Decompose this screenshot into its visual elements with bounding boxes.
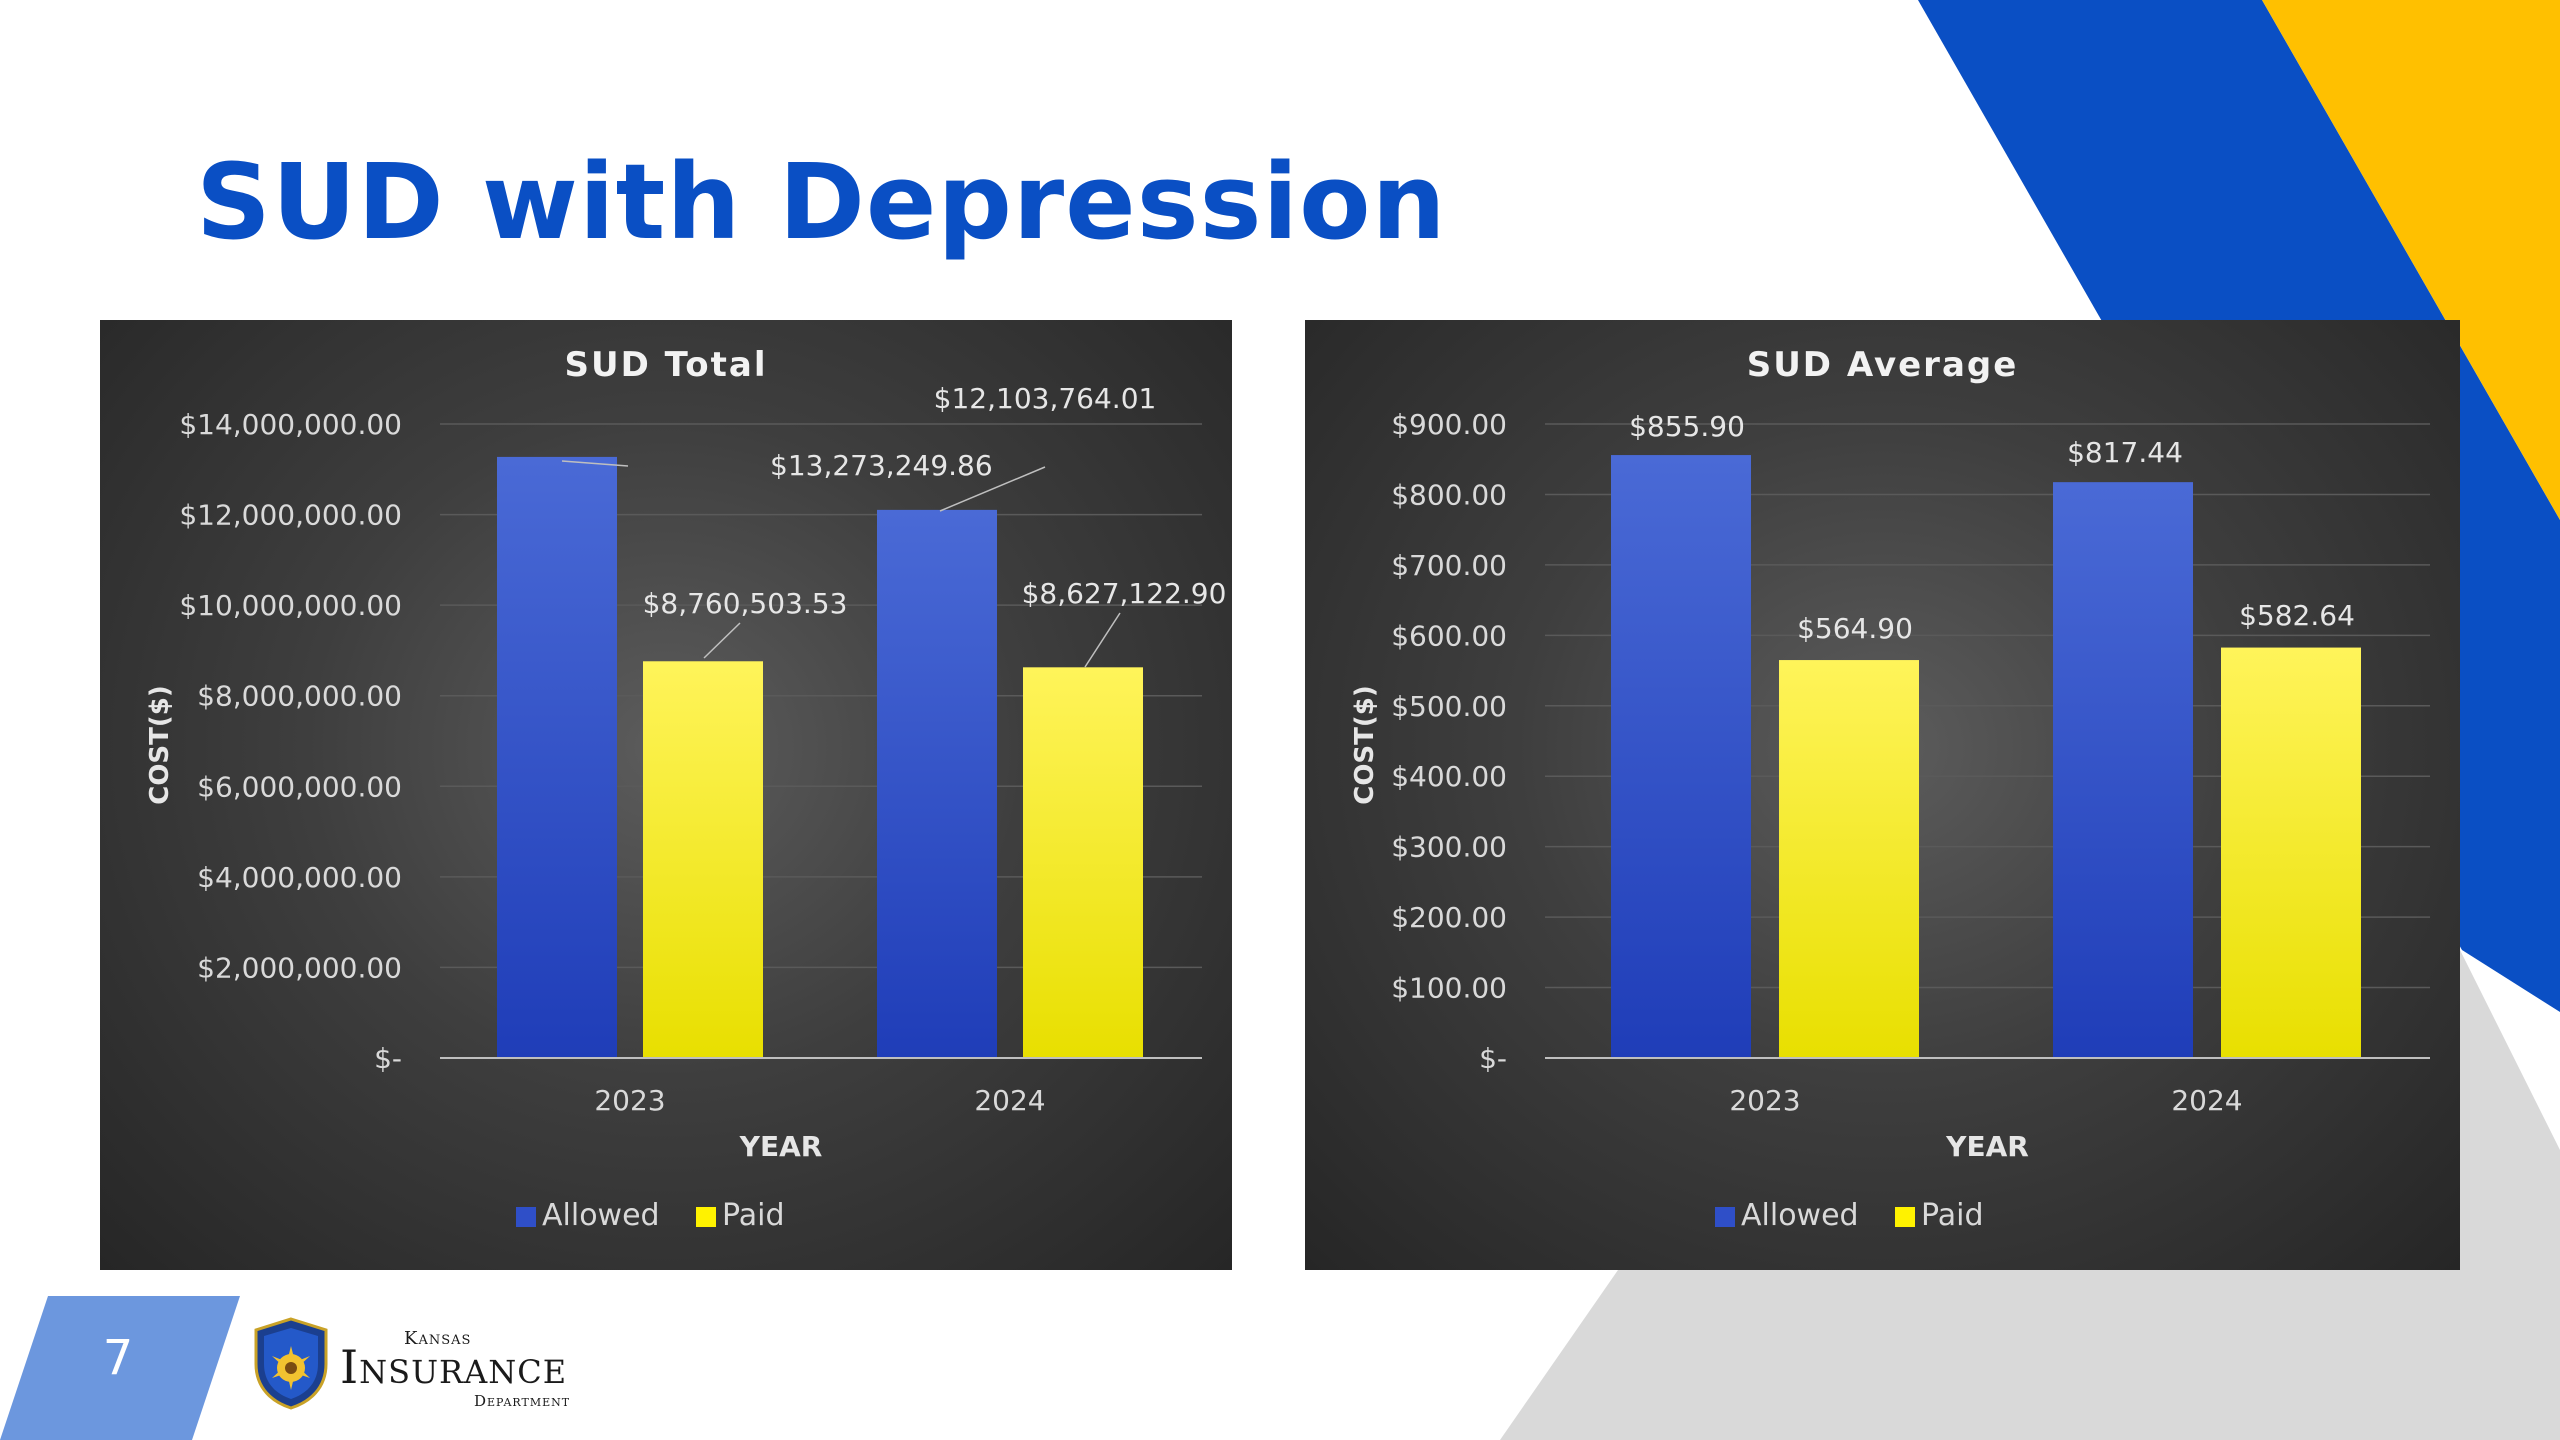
data-label-leader bbox=[561, 460, 629, 467]
page-title: SUD with Depression bbox=[196, 141, 1447, 263]
logo-text-bottom: Department bbox=[474, 1392, 571, 1410]
legend-label-paid: Paid bbox=[1921, 1198, 1984, 1233]
logo-text-top: Kansas bbox=[404, 1328, 472, 1349]
legend-swatch-paid bbox=[1895, 1207, 1915, 1227]
legend-label-paid: Paid bbox=[722, 1198, 785, 1233]
y-tick-label: $500.00 bbox=[1391, 690, 1507, 723]
deco-gray-triangle bbox=[1500, 950, 2560, 1440]
data-label-paid-2024: $582.64 bbox=[2239, 599, 2355, 632]
logo-text-main: Insurance bbox=[340, 1340, 568, 1394]
data-label-leader bbox=[939, 466, 1046, 512]
y-tick-label: $800.00 bbox=[1391, 478, 1507, 511]
bar-allowed-2023 bbox=[497, 456, 617, 1058]
bar-allowed-2024 bbox=[877, 509, 997, 1058]
y-tick-label: $700.00 bbox=[1391, 549, 1507, 582]
bar-paid-2023 bbox=[643, 661, 763, 1058]
y-tick-label: $- bbox=[374, 1042, 402, 1075]
page-number: 7 bbox=[102, 1330, 134, 1386]
data-label-allowed-2024: $12,103,764.01 bbox=[934, 382, 1157, 415]
data-label-allowed-2023: $855.90 bbox=[1629, 410, 1745, 443]
legend-swatch-allowed bbox=[1715, 1207, 1735, 1227]
legend-label-allowed: Allowed bbox=[1741, 1198, 1859, 1233]
data-label-paid-2023: $8,760,503.53 bbox=[643, 587, 848, 620]
page-number-box bbox=[0, 1296, 240, 1440]
sud-total-chart: SUD Total $- $2,000,000.00 $4,000,000.00 $6,… bbox=[145, 345, 1227, 1233]
chart-title: SUD Total bbox=[564, 345, 767, 385]
data-label-leader bbox=[703, 622, 741, 659]
bar-paid-2024 bbox=[1023, 667, 1143, 1058]
y-tick-label: $6,000,000.00 bbox=[197, 770, 402, 803]
y-tick-label: $200.00 bbox=[1391, 901, 1507, 934]
y-tick-label: $600.00 bbox=[1391, 619, 1507, 652]
bar-allowed-2023 bbox=[1611, 455, 1751, 1058]
bar-paid-2023 bbox=[1779, 660, 1919, 1058]
y-tick-label: $- bbox=[1479, 1042, 1507, 1075]
sud-total-chart-panel: SUD Total $- $2,000,000.00 $4,000,000.00 $6,… bbox=[100, 320, 1232, 1270]
bar-allowed-2024 bbox=[2053, 482, 2193, 1058]
x-tick-label: 2023 bbox=[594, 1084, 665, 1117]
y-tick-label: $8,000,000.00 bbox=[197, 680, 402, 713]
data-label-allowed-2023: $13,273,249.86 bbox=[770, 449, 993, 482]
x-tick-label: 2024 bbox=[2171, 1084, 2242, 1117]
x-axis-title: YEAR bbox=[1945, 1130, 2029, 1163]
legend-label-allowed: Allowed bbox=[542, 1198, 660, 1233]
sud-average-chart-panel: SUD Average $- $100.00 $200.00 $300.00 $400.0… bbox=[1305, 320, 2460, 1270]
bar-paid-2024 bbox=[2221, 647, 2361, 1058]
sud-average-chart: SUD Average $- $100.00 $200.00 $300.00 $400.0… bbox=[1350, 345, 2430, 1233]
y-tick-label: $400.00 bbox=[1391, 760, 1507, 793]
y-tick-label: $14,000,000.00 bbox=[179, 408, 402, 441]
data-label-paid-2023: $564.90 bbox=[1797, 612, 1913, 645]
deco-yellow-stripe bbox=[2262, 0, 2560, 520]
y-tick-label: $2,000,000.00 bbox=[197, 951, 402, 984]
data-label-leader bbox=[1084, 612, 1121, 668]
y-tick-label: $300.00 bbox=[1391, 831, 1507, 864]
x-axis-title: YEAR bbox=[739, 1130, 823, 1163]
y-tick-label: $10,000,000.00 bbox=[179, 589, 402, 622]
data-label-paid-2024: $8,627,122.90 bbox=[1022, 577, 1227, 610]
y-tick-label: $12,000,000.00 bbox=[179, 499, 402, 532]
shield-icon bbox=[254, 1317, 328, 1410]
x-tick-label: 2024 bbox=[974, 1084, 1045, 1117]
y-tick-label: $4,000,000.00 bbox=[197, 861, 402, 894]
y-axis-title: COST($) bbox=[145, 685, 175, 805]
y-axis-title: COST($) bbox=[1350, 685, 1380, 805]
data-label-allowed-2024: $817.44 bbox=[2067, 436, 2183, 469]
chart-title: SUD Average bbox=[1747, 345, 2019, 385]
x-tick-label: 2023 bbox=[1729, 1084, 1800, 1117]
y-tick-label: $900.00 bbox=[1391, 408, 1507, 441]
y-tick-label: $100.00 bbox=[1391, 972, 1507, 1005]
legend-swatch-paid bbox=[696, 1207, 716, 1227]
legend-swatch-allowed bbox=[516, 1207, 536, 1227]
kansas-insurance-department-logo: Kansas Insurance Department bbox=[252, 1316, 632, 1416]
